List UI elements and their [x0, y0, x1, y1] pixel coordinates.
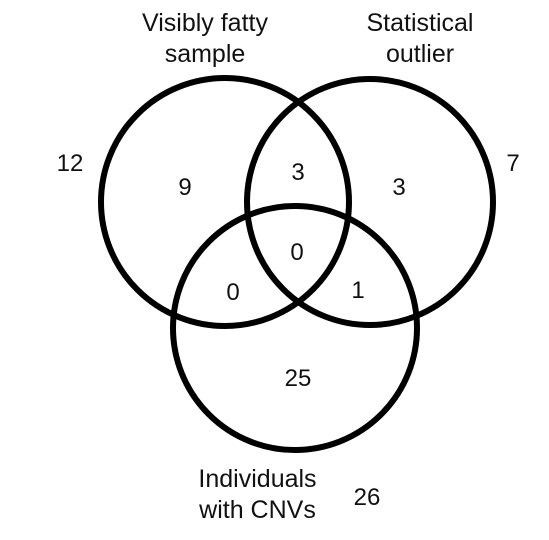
total-individuals-with-cnvs: 26 [353, 484, 381, 511]
circle-statistical-outlier [244, 76, 496, 328]
count-outlier-only: 3 [392, 174, 406, 201]
count-fatty-only: 9 [178, 174, 192, 201]
circle-individuals-with-cnvs [170, 203, 420, 453]
total-visibly-fatty-sample: 12 [56, 150, 84, 177]
count-fatty-and-outlier: 3 [291, 159, 305, 186]
label-individuals-with-cnvs: Individuals with CNVs [198, 465, 317, 524]
circle-visibly-fatty-sample [98, 75, 352, 329]
count-all-three: 0 [290, 239, 304, 266]
label-visibly-fatty-sample: Visibly fatty sample [142, 9, 268, 68]
count-fatty-and-cnv: 0 [226, 279, 240, 306]
count-cnv-only: 25 [284, 365, 312, 392]
count-outlier-and-cnv: 1 [351, 277, 365, 304]
total-statistical-outlier: 7 [506, 150, 520, 177]
label-statistical-outlier: Statistical outlier [366, 9, 474, 68]
